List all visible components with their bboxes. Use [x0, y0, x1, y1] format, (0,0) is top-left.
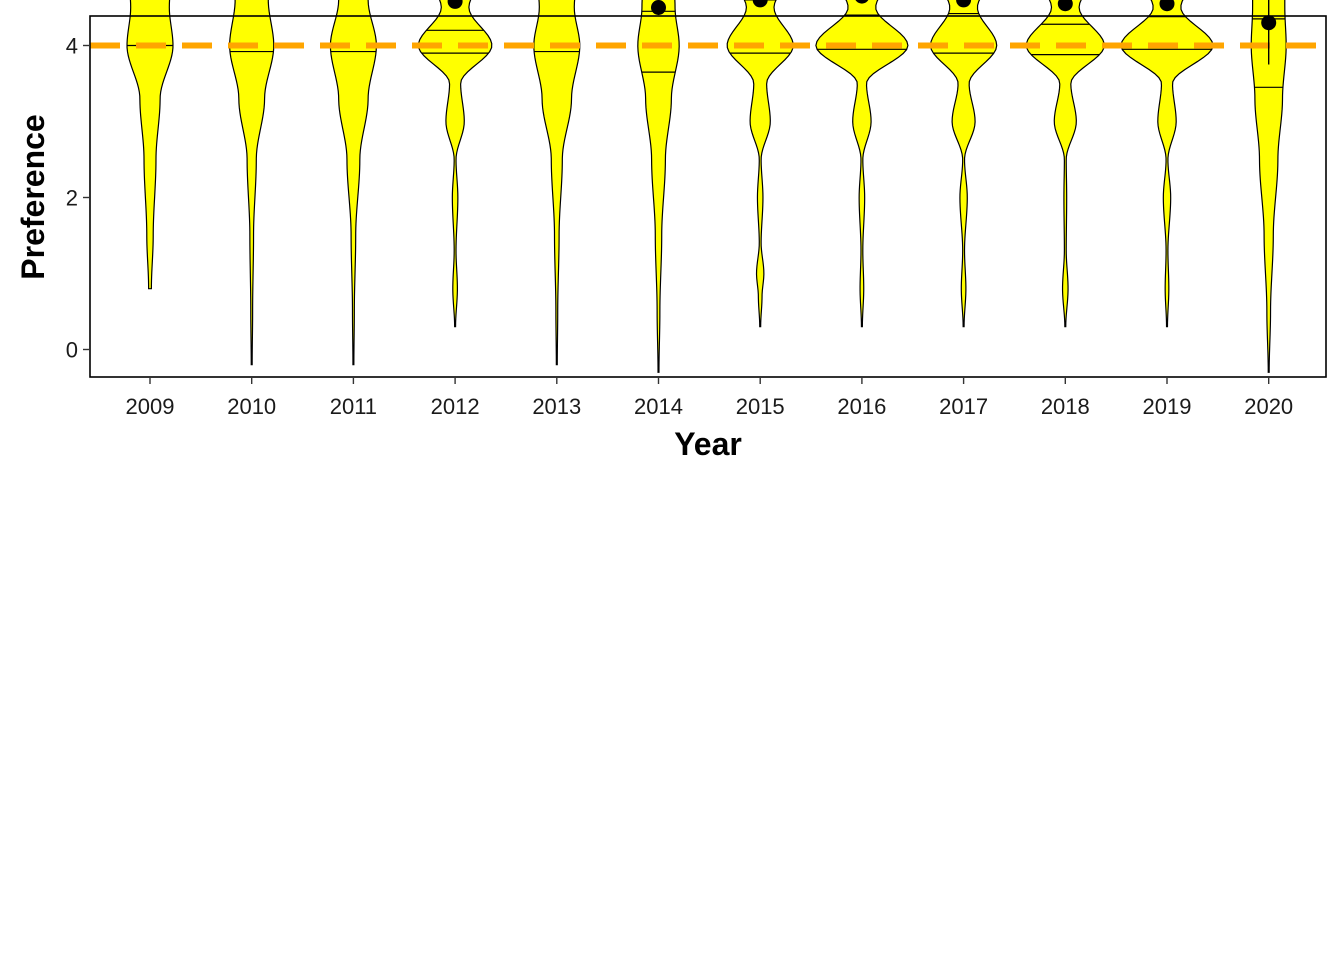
violin-body — [637, 0, 680, 373]
x-tick-label: 2010 — [227, 394, 276, 419]
x-tick-label: 2013 — [532, 394, 581, 419]
violin-body — [126, 0, 174, 290]
mean-point-2020 — [1261, 15, 1277, 31]
mean-point-2017 — [956, 0, 972, 8]
x-tick-label: 2009 — [126, 394, 175, 419]
violins-layer — [126, 0, 1287, 373]
violin-2011 — [329, 0, 378, 366]
violin-2017 — [929, 0, 998, 328]
plot-panel-border — [89, 15, 1327, 378]
y-tick-label: 4 — [66, 34, 78, 59]
x-tick-label: 2019 — [1143, 394, 1192, 419]
x-tick-label: 2016 — [837, 394, 886, 419]
violin-body — [815, 0, 909, 328]
x-tick-label: 2011 — [330, 394, 377, 419]
mean-point-2012 — [447, 0, 463, 9]
x-tick-label: 2020 — [1244, 394, 1293, 419]
violin-2016 — [815, 0, 909, 328]
y-tick-label: 2 — [66, 186, 78, 211]
x-tick-label: 2018 — [1041, 394, 1090, 419]
violin-body — [1025, 0, 1105, 328]
y-tick-label: 0 — [66, 338, 78, 363]
mean-point-2014 — [651, 0, 666, 15]
violin-2010 — [229, 0, 275, 366]
mean-point-2015 — [752, 0, 768, 8]
violin-body — [1120, 0, 1214, 328]
x-tick-label: 2015 — [736, 394, 785, 419]
mean-point-2018 — [1057, 0, 1073, 12]
violin-2015 — [726, 0, 794, 328]
mean-point-2016 — [855, 0, 869, 4]
violin-body — [726, 0, 794, 328]
x-axis-title: Year — [674, 426, 742, 462]
y-axis: 02468 — [66, 34, 90, 363]
mean-point-2019 — [1159, 0, 1175, 12]
x-tick-label: 2014 — [634, 394, 683, 419]
y-axis-title: Preference — [15, 114, 51, 279]
violin-body — [1250, 0, 1287, 373]
violin-2018 — [1025, 0, 1105, 328]
violin-2013 — [533, 0, 581, 366]
violin-body — [929, 0, 998, 328]
violin-body — [329, 0, 378, 366]
violin-body — [417, 0, 493, 328]
violin-body — [229, 0, 275, 366]
violin-body — [533, 0, 581, 366]
violin-2012 — [417, 0, 493, 328]
x-tick-label: 2012 — [431, 394, 480, 419]
x-axis: 2009 2010 2011 2012 2013 2014 2015 2016 2017 2018… — [126, 377, 1293, 419]
x-tick-label: 2017 — [939, 394, 988, 419]
means-layer — [447, 0, 1277, 65]
